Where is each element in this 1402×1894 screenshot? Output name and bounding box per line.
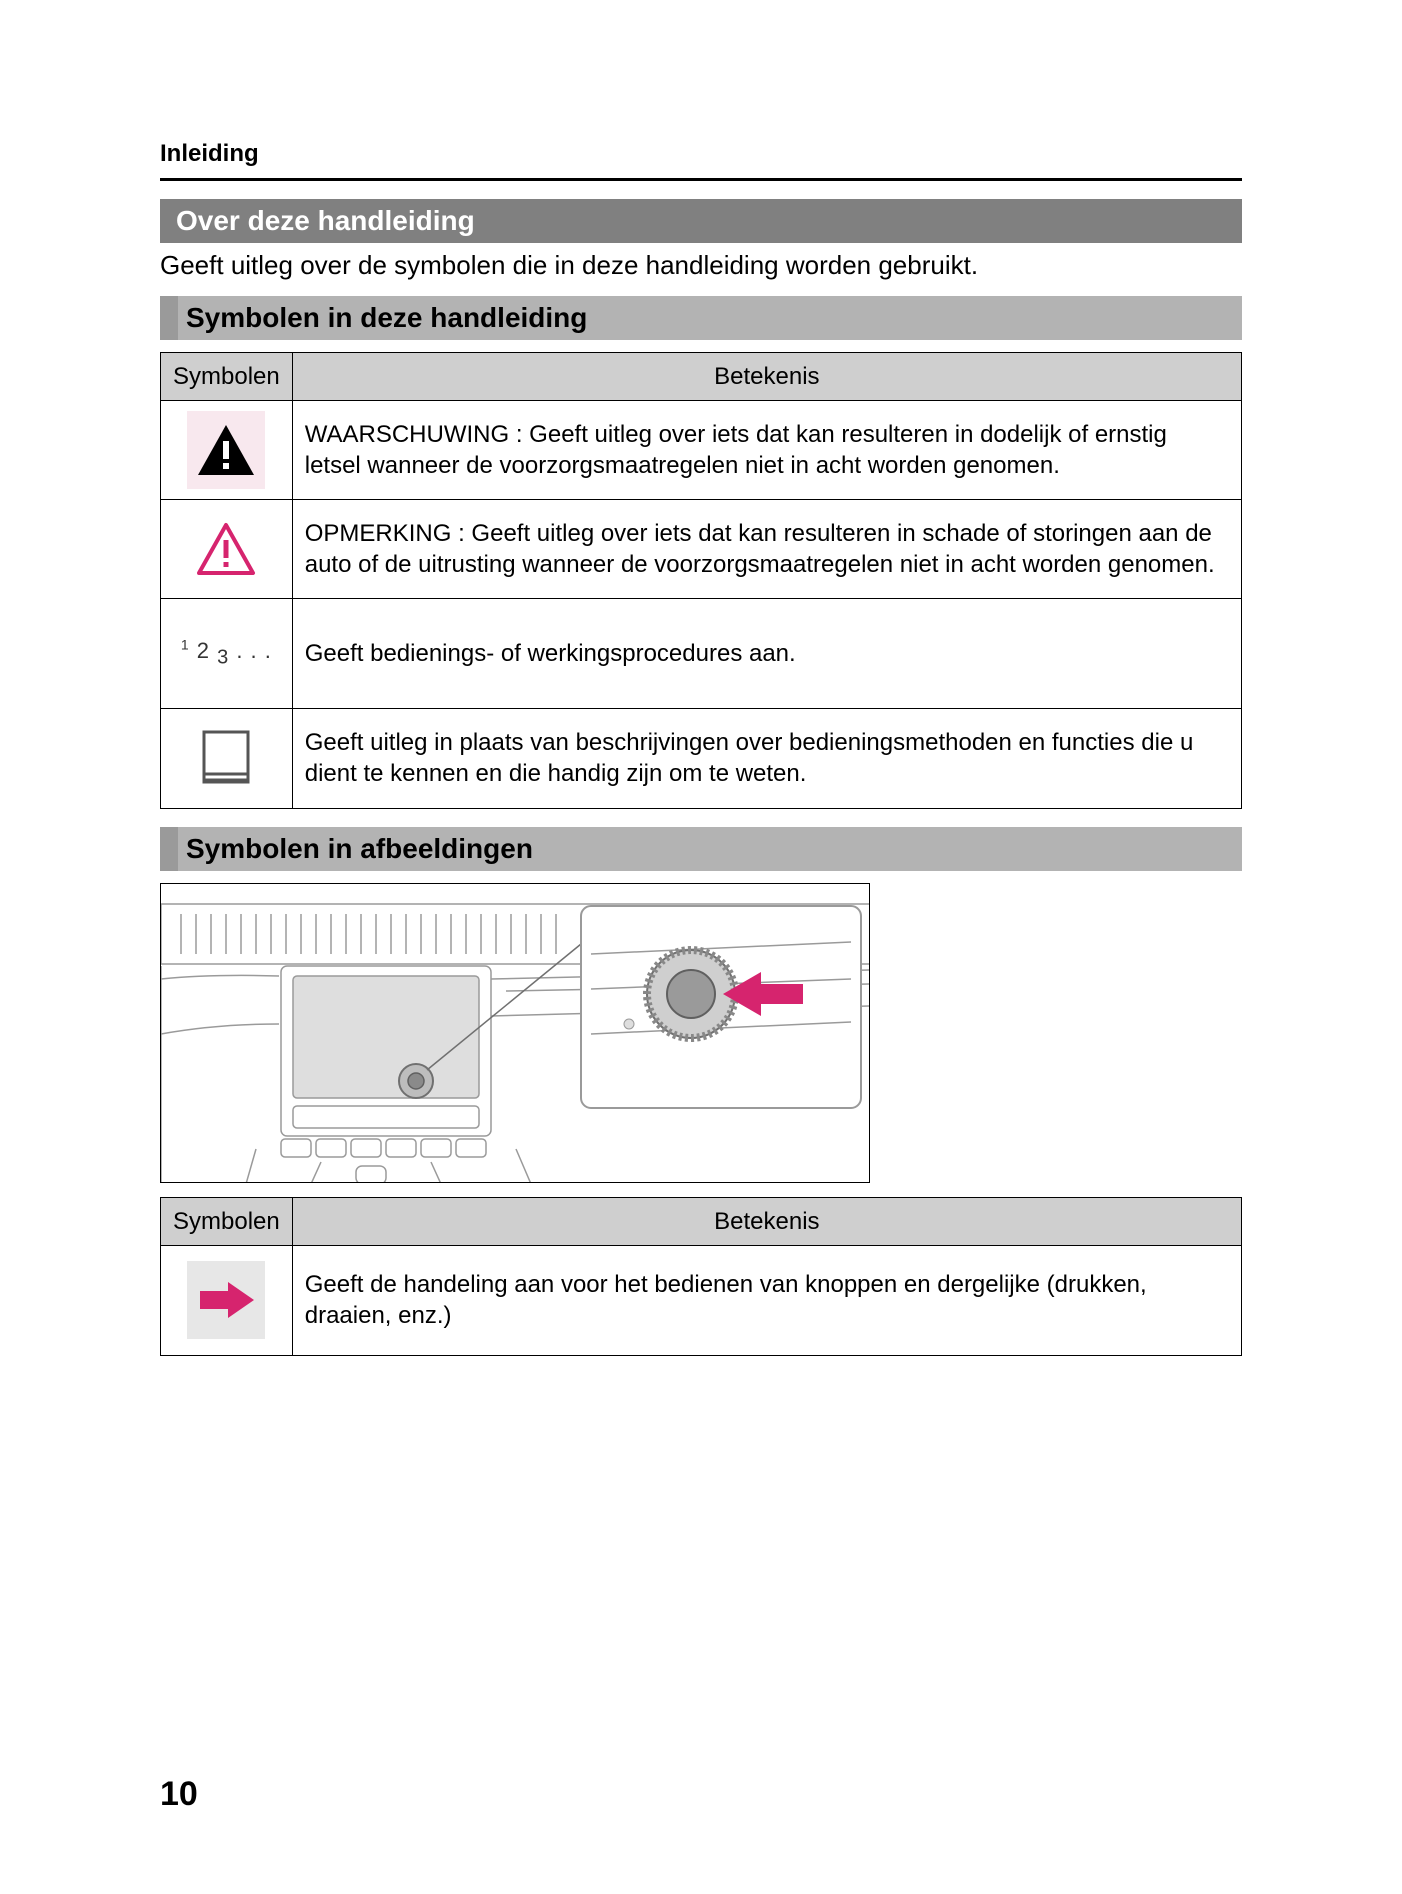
chapter-rule	[160, 178, 1242, 181]
pink-arrow-icon	[187, 1261, 265, 1339]
intro-text: Geeft uitleg over de symbolen die in dez…	[160, 249, 1242, 282]
row-meaning: OPMERKING : Geeft uitleg over iets dat k…	[292, 499, 1241, 598]
subsection-2-title: Symbolen in afbeeldingen	[160, 827, 1242, 871]
col-header-meaning: Betekenis	[292, 1197, 1241, 1245]
warning-triangle-icon	[187, 411, 265, 489]
row-meaning: Geeft de handeling aan voor het bedienen…	[292, 1245, 1241, 1355]
table-row: Geeft de handeling aan voor het bedienen…	[161, 1245, 1242, 1355]
caution-triangle-icon	[187, 510, 265, 588]
row-meaning: Geeft uitleg in plaats van beschrijvinge…	[292, 708, 1241, 808]
page-number: 10	[160, 1775, 198, 1814]
row-meaning: Geeft bedienings- of werkingsprocedures …	[292, 598, 1241, 708]
table-row: WAARSCHUWING : Geeft uitleg over iets da…	[161, 400, 1242, 499]
col-header-symbol: Symbolen	[161, 1197, 293, 1245]
symbols-table-2: Symbolen Betekenis Geeft de handeling aa…	[160, 1197, 1242, 1356]
table-row: Geeft uitleg in plaats van beschrijvinge…	[161, 708, 1242, 808]
chapter-label: Inleiding	[160, 140, 1242, 168]
book-icon	[187, 719, 265, 797]
page: Inleiding Over deze handleiding Geeft ui…	[0, 0, 1402, 1894]
col-header-symbol: Symbolen	[161, 352, 293, 400]
subsection-1-title: Symbolen in deze handleiding	[160, 296, 1242, 340]
row-meaning: WAARSCHUWING : Geeft uitleg over iets da…	[292, 400, 1241, 499]
table-row: OPMERKING : Geeft uitleg over iets dat k…	[161, 499, 1242, 598]
table-row: 1 2 3 . . . Geeft bedienings- of werking…	[161, 598, 1242, 708]
symbols-table-1: Symbolen Betekenis WAARSCHUWING : Geeft …	[160, 352, 1242, 809]
col-header-meaning: Betekenis	[292, 352, 1241, 400]
illustration-dashboard	[160, 883, 870, 1183]
steps-123-icon: 1 2 3 . . .	[181, 638, 272, 663]
section-title-bar: Over deze handleiding	[160, 199, 1242, 243]
